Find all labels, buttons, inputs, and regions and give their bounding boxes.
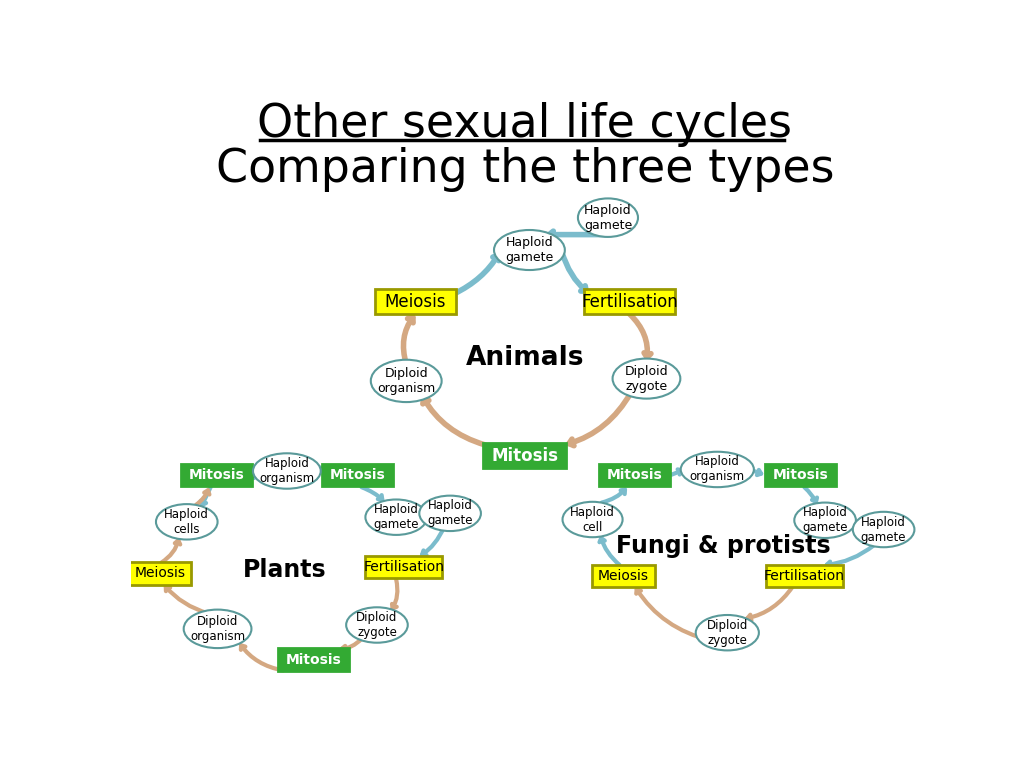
- Text: Haploid
organism: Haploid organism: [690, 455, 744, 484]
- FancyBboxPatch shape: [766, 564, 843, 587]
- FancyBboxPatch shape: [128, 562, 191, 584]
- Ellipse shape: [795, 502, 856, 538]
- Text: Haploid
gamete: Haploid gamete: [427, 499, 473, 528]
- FancyBboxPatch shape: [599, 464, 671, 486]
- FancyBboxPatch shape: [765, 464, 836, 486]
- FancyBboxPatch shape: [375, 289, 456, 314]
- Ellipse shape: [853, 511, 914, 548]
- Ellipse shape: [366, 499, 427, 535]
- FancyBboxPatch shape: [584, 289, 675, 314]
- Text: Fertilisation: Fertilisation: [364, 560, 444, 574]
- Text: Mitosis: Mitosis: [330, 468, 386, 482]
- FancyBboxPatch shape: [483, 443, 566, 468]
- Text: Mitosis: Mitosis: [772, 468, 828, 482]
- Text: Animals: Animals: [466, 345, 584, 371]
- FancyBboxPatch shape: [366, 556, 442, 578]
- Text: Diploid
zygote: Diploid zygote: [625, 365, 669, 392]
- Text: Fungi & protists: Fungi & protists: [616, 535, 830, 558]
- Text: Meiosis: Meiosis: [385, 293, 446, 310]
- Ellipse shape: [419, 495, 481, 531]
- Text: Mitosis: Mitosis: [188, 468, 245, 482]
- Text: Haploid
organism: Haploid organism: [259, 457, 314, 485]
- Text: Diploid
zygote: Diploid zygote: [707, 619, 748, 647]
- Ellipse shape: [681, 452, 754, 487]
- Text: Meiosis: Meiosis: [134, 567, 185, 581]
- Text: Other sexual life cycles: Other sexual life cycles: [257, 102, 793, 147]
- Text: Haploid
cells: Haploid cells: [164, 508, 209, 536]
- Text: Haploid
cell: Haploid cell: [570, 505, 615, 534]
- Text: Mitosis: Mitosis: [607, 468, 663, 482]
- Ellipse shape: [253, 453, 321, 488]
- Text: Haploid
gamete: Haploid gamete: [374, 503, 419, 531]
- FancyBboxPatch shape: [323, 464, 393, 486]
- Text: Fertilisation: Fertilisation: [582, 293, 678, 310]
- Ellipse shape: [346, 607, 408, 643]
- Text: Haploid
gamete: Haploid gamete: [505, 236, 554, 264]
- Ellipse shape: [695, 615, 759, 650]
- FancyBboxPatch shape: [279, 648, 349, 670]
- Ellipse shape: [494, 230, 565, 270]
- Text: Diploid
organism: Diploid organism: [190, 615, 245, 643]
- Text: Haploid
gamete: Haploid gamete: [861, 515, 906, 544]
- Ellipse shape: [578, 198, 638, 237]
- Text: Diploid
zygote: Diploid zygote: [356, 611, 397, 639]
- FancyBboxPatch shape: [181, 464, 252, 486]
- Text: Mitosis: Mitosis: [492, 447, 558, 465]
- Text: Plants: Plants: [243, 558, 327, 581]
- Ellipse shape: [371, 359, 441, 402]
- Ellipse shape: [156, 504, 217, 540]
- Text: Diploid
organism: Diploid organism: [377, 367, 435, 395]
- FancyBboxPatch shape: [592, 564, 655, 587]
- Ellipse shape: [183, 610, 252, 648]
- Text: Mitosis: Mitosis: [286, 653, 342, 667]
- Ellipse shape: [612, 359, 680, 399]
- Text: Haploid
gamete: Haploid gamete: [584, 204, 632, 232]
- Text: Fertilisation: Fertilisation: [764, 569, 845, 583]
- Text: Haploid
gamete: Haploid gamete: [803, 506, 848, 535]
- Ellipse shape: [562, 502, 623, 538]
- Text: Meiosis: Meiosis: [598, 569, 649, 583]
- Text: Comparing the three types: Comparing the three types: [215, 147, 835, 192]
